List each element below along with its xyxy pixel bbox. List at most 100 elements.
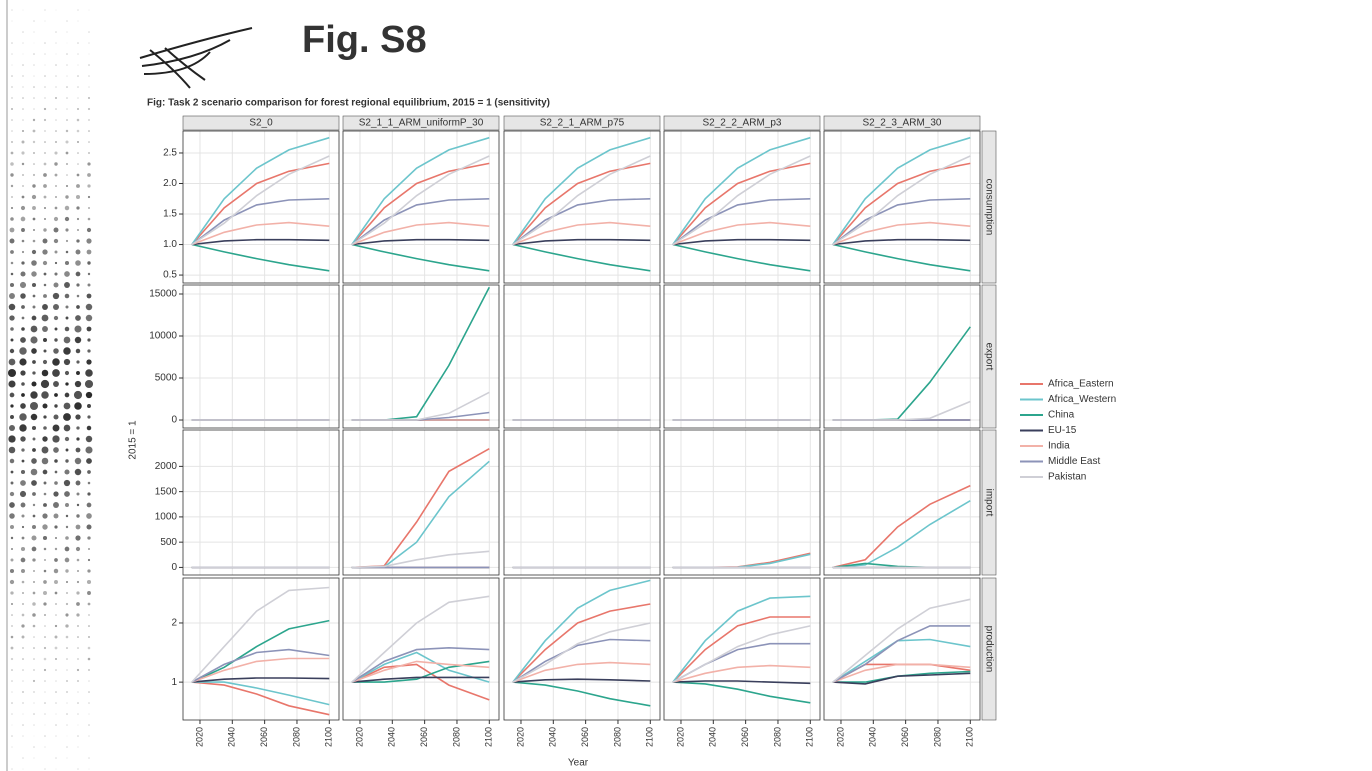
dot bbox=[9, 238, 15, 244]
dot bbox=[9, 315, 15, 321]
series-line bbox=[672, 198, 811, 246]
facet-panel bbox=[342, 577, 500, 721]
panel-border bbox=[503, 130, 661, 284]
dot bbox=[8, 380, 16, 388]
y-tick-label: 2000 bbox=[155, 461, 178, 472]
dot bbox=[55, 119, 57, 121]
facet-strip bbox=[823, 115, 981, 131]
dot bbox=[87, 261, 91, 265]
dot bbox=[76, 228, 80, 232]
dot bbox=[75, 480, 81, 486]
dot bbox=[75, 524, 81, 530]
dot bbox=[19, 358, 27, 366]
dot bbox=[53, 216, 59, 222]
dot bbox=[22, 53, 24, 55]
dot bbox=[77, 713, 79, 715]
dot bbox=[76, 679, 80, 683]
dot bbox=[77, 647, 79, 649]
series-line bbox=[832, 221, 971, 246]
dot bbox=[63, 413, 71, 421]
dot bbox=[44, 713, 46, 715]
dot bbox=[21, 261, 25, 265]
dot bbox=[76, 173, 80, 177]
dot bbox=[22, 746, 24, 748]
dot bbox=[21, 316, 25, 320]
dot bbox=[65, 635, 69, 639]
facet-panel bbox=[503, 284, 661, 429]
facet-label: S2_1_1_ARM_uniformP_30 bbox=[359, 118, 484, 129]
dot bbox=[21, 536, 25, 540]
dot bbox=[66, 702, 68, 704]
dot bbox=[43, 415, 47, 419]
dot bbox=[64, 469, 70, 475]
dot bbox=[53, 238, 59, 244]
dot bbox=[20, 293, 26, 299]
dot bbox=[76, 514, 80, 518]
dot bbox=[20, 469, 26, 475]
dot bbox=[88, 42, 90, 44]
series-line bbox=[512, 661, 651, 683]
dot bbox=[21, 140, 25, 144]
dot bbox=[32, 602, 36, 606]
dot bbox=[77, 9, 79, 11]
y-tick-label: 10000 bbox=[149, 331, 177, 342]
dot bbox=[76, 305, 80, 309]
dot bbox=[55, 31, 57, 33]
dot bbox=[55, 768, 57, 770]
dot bbox=[44, 86, 46, 88]
dot bbox=[76, 239, 80, 243]
dot bbox=[32, 448, 36, 452]
series-line bbox=[832, 598, 971, 683]
series-line bbox=[351, 198, 490, 246]
dot bbox=[77, 757, 79, 759]
dot bbox=[54, 624, 58, 628]
dot bbox=[63, 347, 71, 355]
series-line bbox=[512, 198, 651, 246]
dot bbox=[54, 536, 58, 540]
dot bbox=[65, 228, 69, 232]
dot bbox=[31, 535, 37, 541]
dot bbox=[43, 173, 47, 177]
dot bbox=[44, 31, 46, 33]
panel-background bbox=[664, 131, 820, 283]
dot bbox=[44, 53, 46, 55]
dot bbox=[85, 303, 93, 311]
dot bbox=[11, 768, 13, 770]
dot bbox=[33, 42, 35, 44]
series-line bbox=[672, 625, 811, 683]
dot bbox=[20, 568, 26, 574]
x-tick-label: 2080 bbox=[451, 727, 461, 747]
dot bbox=[31, 546, 37, 552]
dot bbox=[77, 724, 79, 726]
dot bbox=[9, 227, 15, 233]
dot bbox=[33, 691, 35, 693]
dot bbox=[33, 757, 35, 759]
series-line bbox=[832, 136, 971, 245]
series-line bbox=[832, 198, 971, 246]
dot bbox=[31, 282, 37, 288]
panel-background bbox=[343, 430, 499, 575]
dot bbox=[20, 370, 26, 376]
dot bbox=[53, 447, 59, 453]
dot bbox=[66, 53, 68, 55]
panel-border bbox=[503, 429, 661, 576]
facet-panel bbox=[503, 429, 661, 576]
dot bbox=[20, 216, 26, 222]
dot bbox=[11, 757, 13, 759]
dot bbox=[20, 546, 26, 552]
dot bbox=[10, 547, 14, 551]
y-tick-label: 1500 bbox=[155, 486, 178, 497]
dot bbox=[20, 205, 26, 211]
dot bbox=[65, 129, 69, 133]
series-line bbox=[832, 484, 971, 569]
x-axis-label: Year bbox=[568, 758, 589, 769]
dot bbox=[43, 162, 47, 166]
dot bbox=[43, 118, 47, 122]
dot bbox=[22, 20, 24, 22]
dot bbox=[21, 250, 25, 254]
dot bbox=[77, 53, 79, 55]
dot bbox=[65, 514, 69, 518]
dot bbox=[10, 591, 14, 595]
dot bbox=[87, 492, 91, 496]
panel-border bbox=[503, 284, 661, 429]
